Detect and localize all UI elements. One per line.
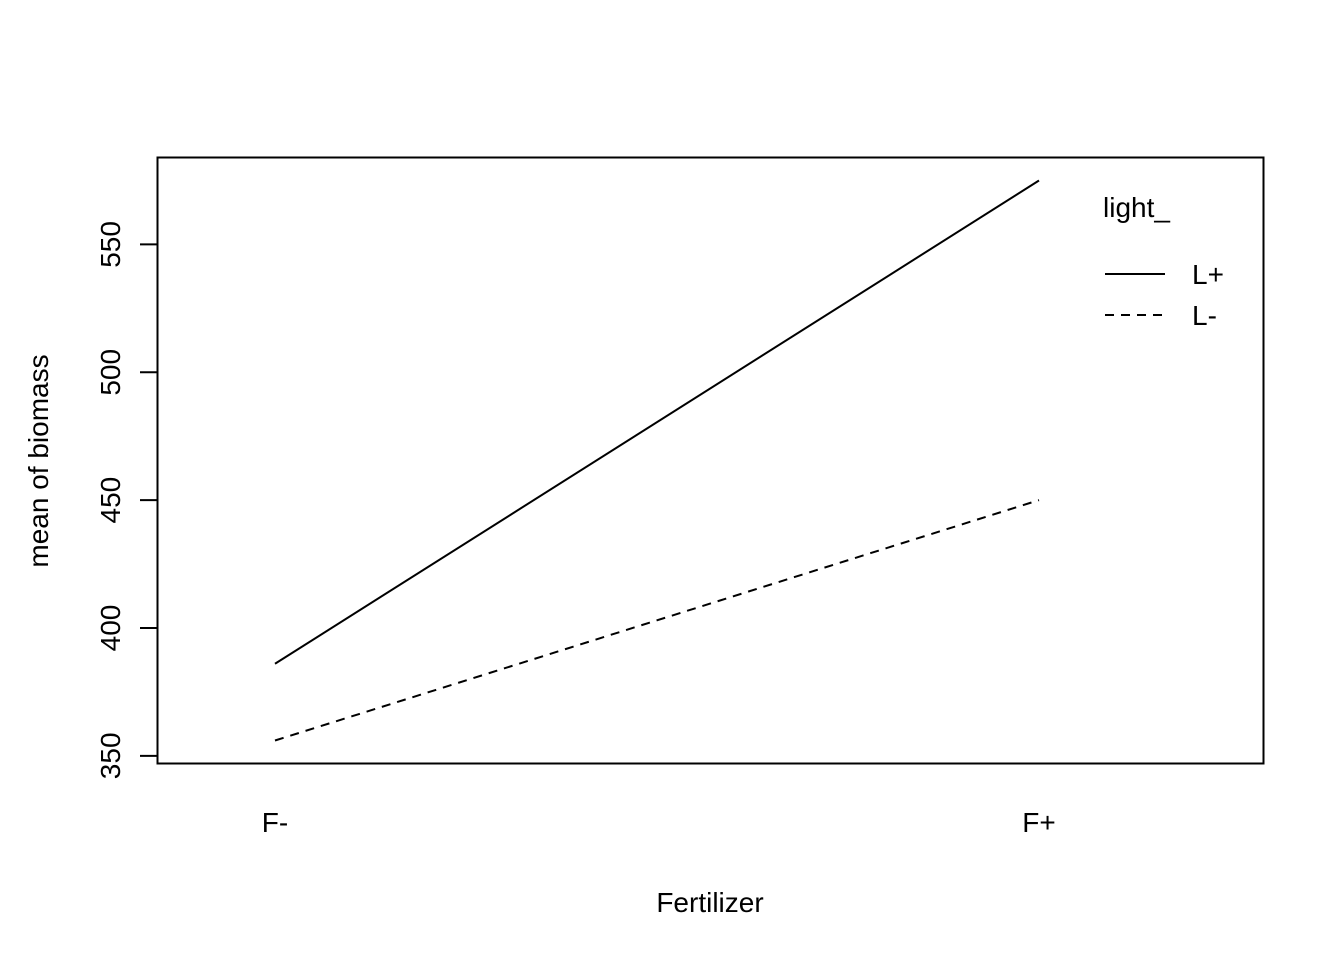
- y-axis: 350 400 450 500 550: [95, 221, 159, 779]
- y-tick-label: 500: [95, 349, 126, 396]
- x-tick-label: F-: [262, 807, 288, 838]
- plot-frame: [156, 156, 1265, 765]
- x-axis: F- F+: [262, 807, 1056, 838]
- y-axis-label: mean of biomass: [23, 354, 54, 567]
- legend-title: light_: [1103, 192, 1170, 223]
- x-tick-label: F+: [1022, 807, 1055, 838]
- y-tick-label: 450: [95, 477, 126, 524]
- series-line-1: [274, 499, 1040, 742]
- legend: light_ L+ L-: [1103, 192, 1224, 331]
- x-axis-label: Fertilizer: [656, 887, 763, 918]
- y-tick-label: 550: [95, 221, 126, 268]
- legend-label: L+: [1192, 259, 1224, 290]
- y-tick-label: 400: [95, 605, 126, 652]
- series-layer: [274, 179, 1040, 742]
- legend-label: L-: [1192, 300, 1217, 331]
- y-tick-label: 350: [95, 732, 126, 779]
- series-line-0: [274, 179, 1040, 665]
